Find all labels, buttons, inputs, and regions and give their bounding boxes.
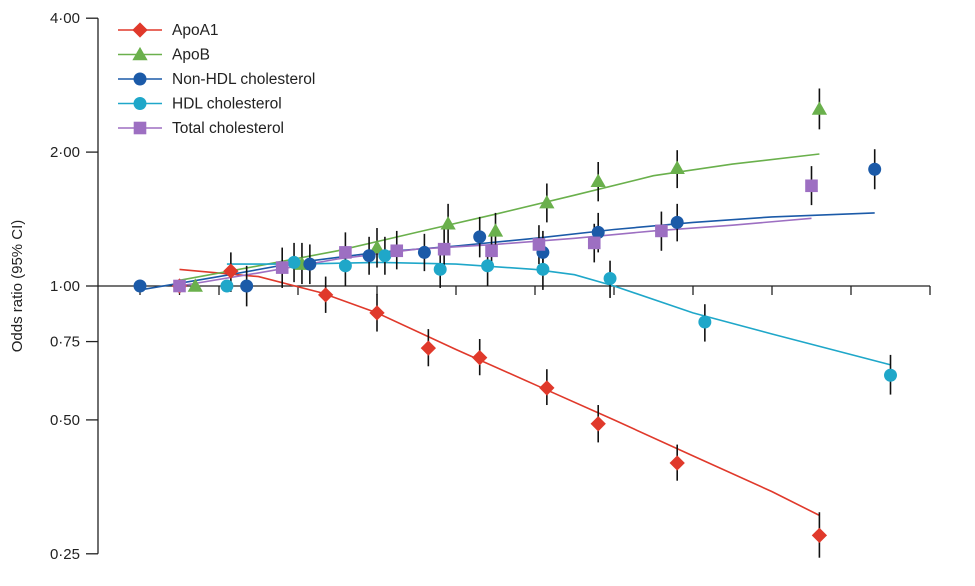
- point-apoa1: [318, 287, 334, 303]
- point-apoa1: [369, 305, 385, 321]
- point-apoa1: [590, 416, 606, 432]
- legend-label-non-hdl-cholesterol: Non-HDL cholesterol: [172, 71, 315, 88]
- point-non-hdl-cholesterol: [133, 279, 147, 293]
- point-apoa1: [669, 455, 685, 471]
- point-apoa1: [811, 527, 828, 544]
- point-non-hdl-cholesterol: [362, 249, 376, 263]
- y-tick-label: 0·50: [50, 412, 80, 429]
- point-non-hdl-cholesterol: [417, 245, 431, 259]
- point-hdl-cholesterol: [338, 259, 352, 273]
- fit-lines: [139, 153, 891, 517]
- legend-label-total-cholesterol: Total cholesterol: [172, 120, 284, 137]
- point-apob: [487, 223, 504, 237]
- legend-marker-apob: [132, 46, 148, 61]
- point-apoa1: [223, 263, 239, 279]
- point-total-cholesterol: [173, 279, 186, 293]
- point-total-cholesterol: [275, 261, 289, 274]
- fit-line-apoa1: [179, 268, 820, 517]
- legend-label-apoa1: ApoA1: [172, 22, 219, 39]
- point-non-hdl-cholesterol: [670, 215, 684, 229]
- point-apoa1: [472, 350, 488, 366]
- point-non-hdl-cholesterol: [473, 230, 487, 244]
- axes: 4·00 2·00 1·00 0·75 0·50 0·25: [50, 10, 931, 563]
- legend-marker-total-cholesterol: [133, 121, 147, 135]
- point-apob: [811, 101, 828, 115]
- legend-marker-non-hdl-cholesterol: [133, 72, 147, 86]
- point-total-cholesterol: [532, 238, 546, 251]
- y-tick-label: 4·00: [50, 10, 80, 27]
- point-hdl-cholesterol: [603, 271, 617, 285]
- y-tick-label: 0·25: [50, 546, 80, 563]
- point-total-cholesterol: [390, 244, 404, 258]
- point-hdl-cholesterol: [536, 262, 550, 276]
- point-non-hdl-cholesterol: [303, 257, 317, 271]
- fit-line-apob: [179, 153, 820, 282]
- legend: ApoA1 ApoB Non-HDL cholesterol HDL choleste…: [118, 22, 315, 137]
- point-hdl-cholesterol: [220, 279, 234, 293]
- point-hdl-cholesterol: [378, 249, 392, 263]
- legend-marker-hdl-cholesterol: [133, 97, 147, 110]
- point-apob: [369, 239, 385, 254]
- y-tick-label: 2·00: [50, 144, 80, 161]
- legend-label-apob: ApoB: [172, 47, 210, 64]
- point-apob: [669, 160, 685, 174]
- y-tick-label: 0·75: [50, 334, 80, 351]
- point-total-cholesterol: [437, 242, 451, 256]
- point-apoa1: [539, 380, 555, 396]
- point-apob: [590, 173, 606, 187]
- point-apob: [440, 216, 456, 230]
- point-total-cholesterol: [339, 246, 352, 259]
- point-apob: [187, 278, 203, 292]
- point-apoa1: [420, 340, 436, 356]
- point-hdl-cholesterol: [884, 368, 897, 382]
- point-hdl-cholesterol: [287, 255, 301, 269]
- error-bars: [230, 88, 892, 558]
- point-non-hdl-cholesterol: [240, 279, 254, 293]
- point-total-cholesterol: [587, 236, 601, 250]
- point-hdl-cholesterol: [433, 262, 447, 276]
- fit-line-hdl-cholesterol: [226, 261, 891, 366]
- point-non-hdl-cholesterol: [868, 162, 882, 176]
- legend-marker-apoa1: [132, 22, 148, 38]
- y-tick-label: 1·00: [50, 278, 80, 295]
- point-total-cholesterol: [805, 179, 818, 193]
- point-total-cholesterol: [655, 224, 668, 238]
- data-points: [133, 101, 897, 544]
- fit-line-non-hdl-cholesterol: [139, 212, 875, 291]
- y-axis-title: Odds ratio (95% CI): [9, 220, 26, 353]
- point-non-hdl-cholesterol: [591, 225, 605, 239]
- point-hdl-cholesterol: [481, 259, 495, 273]
- point-hdl-cholesterol: [698, 315, 712, 329]
- point-total-cholesterol: [485, 244, 498, 258]
- point-apob: [539, 194, 555, 209]
- legend-label-hdl-cholesterol: HDL cholesterol: [172, 96, 282, 113]
